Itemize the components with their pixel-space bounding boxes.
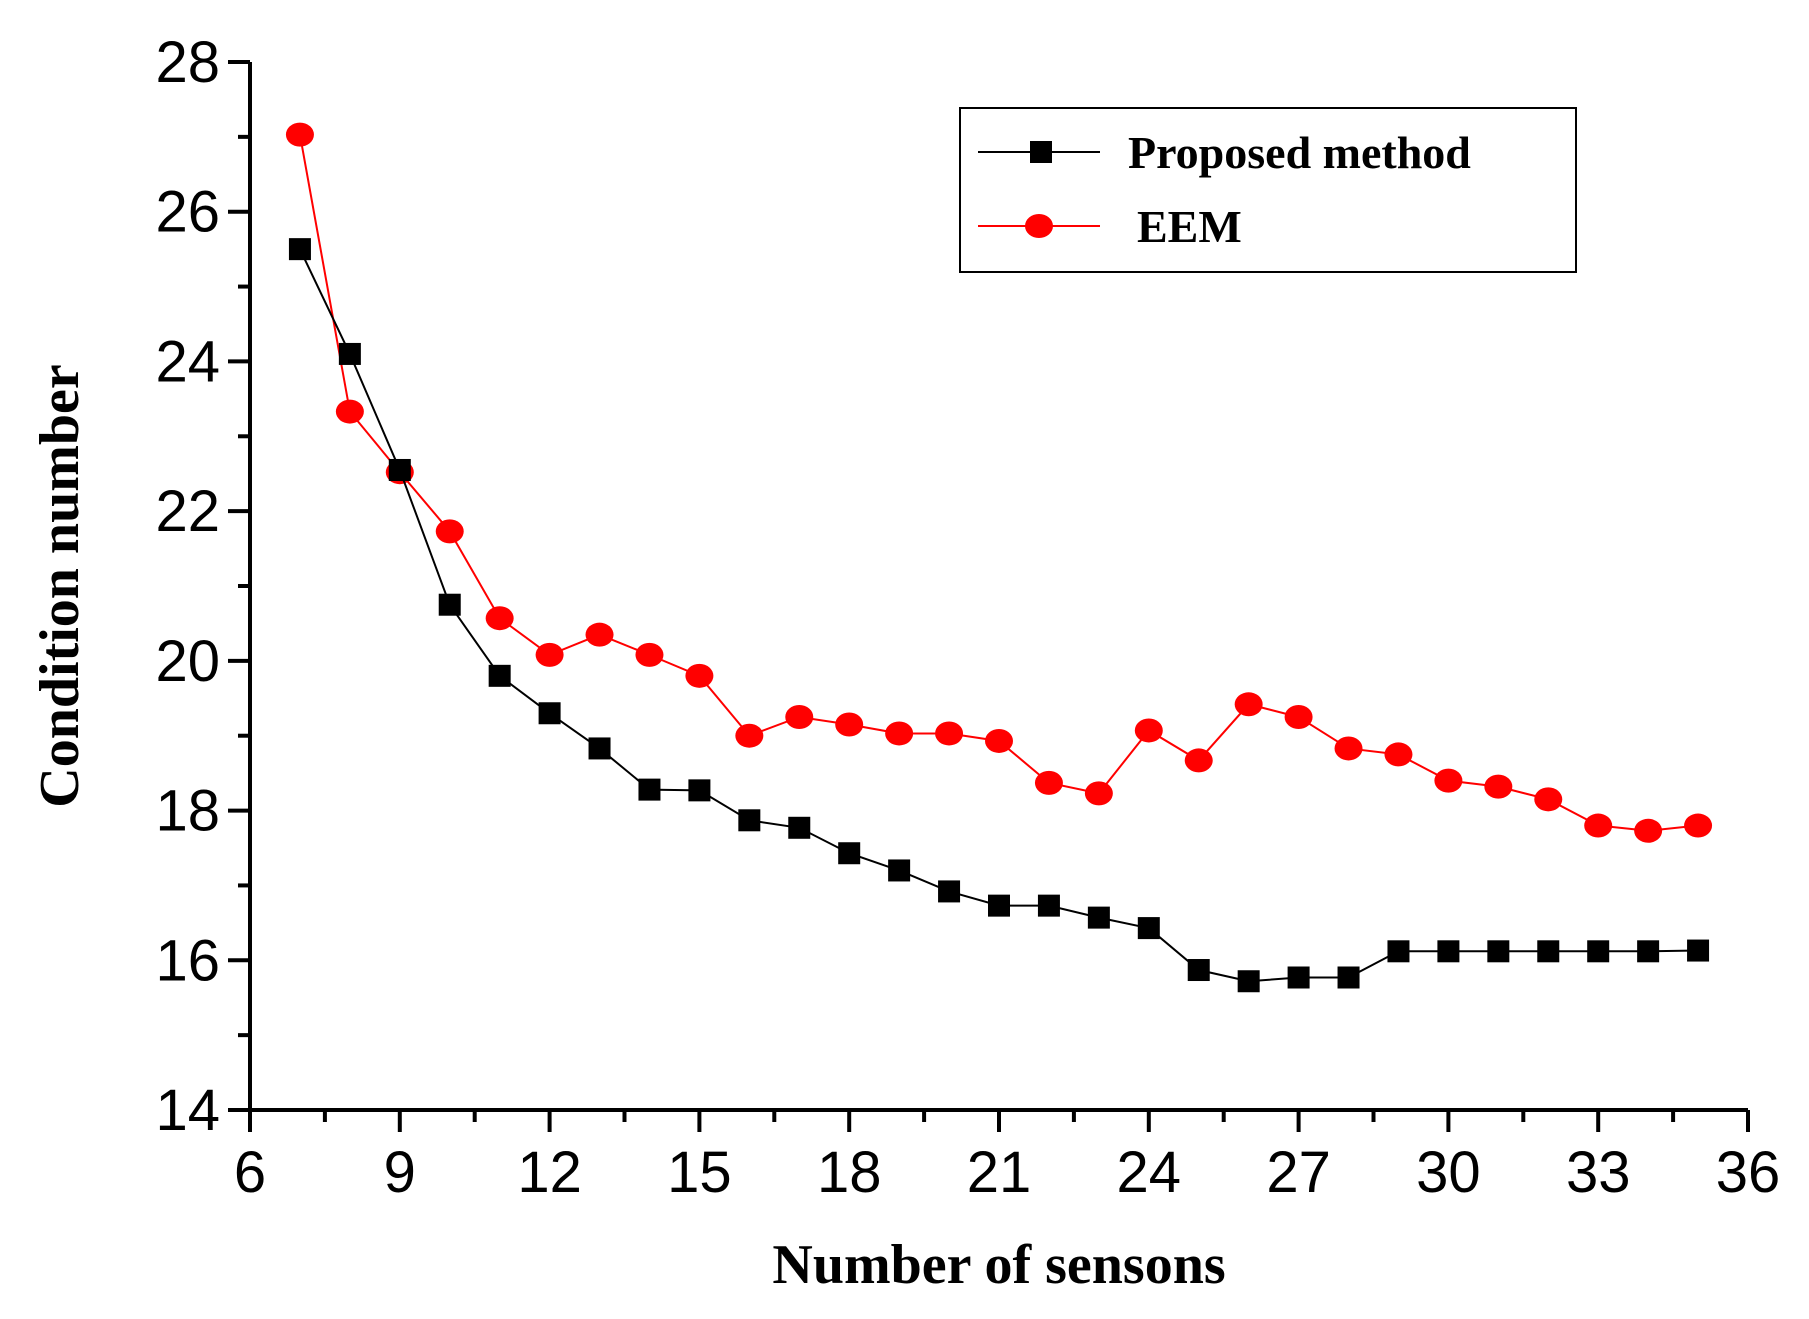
x-tick-label: 9 [384, 1140, 416, 1205]
legend-marker-proposed [1030, 141, 1052, 163]
data-point-eem [535, 642, 564, 667]
data-point-proposed [788, 816, 811, 839]
data-point-proposed [1287, 966, 1310, 989]
data-point-proposed [1037, 894, 1060, 917]
y-tick-label: 22 [155, 479, 220, 544]
data-point-proposed [488, 664, 511, 687]
x-tick-label: 15 [667, 1140, 732, 1205]
data-point-eem [435, 519, 464, 544]
data-point-eem [1184, 748, 1213, 773]
data-point-proposed [1537, 940, 1560, 963]
y-axis-title: Condition number [29, 364, 91, 807]
data-point-proposed [338, 342, 361, 365]
series-proposed-method [288, 238, 1710, 993]
data-point-proposed [388, 458, 411, 481]
data-point-proposed [1387, 940, 1410, 963]
axis-ticks: 14 16 18 20 22 24 26 28 6 9 12 15 18 21 24 27 30 33 36 [155, 30, 1780, 1205]
data-point-proposed [288, 238, 311, 261]
data-point-eem [1284, 705, 1313, 729]
x-tick-label: 24 [1117, 1140, 1182, 1205]
data-point-proposed [888, 859, 911, 882]
data-point-eem [1634, 818, 1663, 843]
x-tick-label: 36 [1716, 1140, 1781, 1205]
data-point-proposed [1137, 917, 1160, 940]
data-point-eem [835, 712, 864, 737]
data-point-eem [1084, 781, 1113, 806]
data-point-eem [635, 642, 664, 667]
data-point-eem [935, 721, 964, 746]
data-point-proposed [1587, 940, 1610, 963]
data-point-eem [1034, 770, 1063, 795]
legend-marker-eem [1025, 214, 1053, 238]
data-series [285, 122, 1713, 993]
data-point-proposed [988, 894, 1010, 917]
data-point-proposed [1187, 959, 1210, 982]
data-point-proposed [838, 842, 861, 865]
y-tick-label: 20 [155, 629, 220, 694]
y-tick-label: 18 [155, 779, 220, 844]
data-point-eem [1384, 742, 1413, 767]
data-point-eem [1484, 774, 1513, 799]
x-tick-label: 6 [234, 1140, 266, 1205]
data-point-eem [685, 663, 714, 688]
data-point-proposed [738, 809, 761, 832]
data-point-proposed [1637, 940, 1660, 963]
data-point-eem [735, 723, 764, 748]
data-point-eem [285, 122, 314, 147]
data-point-eem [1234, 692, 1263, 717]
data-point-proposed [638, 778, 661, 801]
data-point-proposed [438, 593, 461, 616]
data-point-proposed [1087, 906, 1110, 929]
data-point-eem [335, 399, 364, 424]
y-tick-label: 26 [155, 180, 220, 245]
data-point-eem [1334, 736, 1363, 761]
x-tick-label: 12 [517, 1140, 582, 1205]
y-tick-label: 28 [155, 30, 220, 95]
data-point-eem [1434, 768, 1463, 793]
legend-label-proposed: Proposed method [1128, 127, 1471, 178]
data-point-proposed [1437, 940, 1460, 963]
data-point-proposed [1337, 966, 1360, 989]
data-point-eem [485, 606, 514, 631]
x-tick-label: 18 [817, 1140, 882, 1205]
series-eem [285, 122, 1713, 843]
data-point-eem [1584, 813, 1613, 838]
data-point-proposed [938, 880, 961, 903]
data-point-proposed [688, 779, 711, 802]
data-point-proposed [1687, 939, 1710, 962]
data-point-proposed [1237, 970, 1260, 993]
data-point-eem [1684, 813, 1713, 838]
x-tick-label: 30 [1416, 1140, 1481, 1205]
y-tick-label: 24 [155, 329, 220, 394]
y-tick-label: 16 [155, 928, 220, 993]
y-tick-label: 14 [155, 1078, 220, 1143]
data-point-proposed [538, 702, 561, 725]
data-point-eem [1534, 787, 1563, 812]
data-point-eem [785, 705, 814, 729]
legend: Proposed method EEM [959, 107, 1577, 273]
legend-label-eem: EEM [1137, 201, 1242, 252]
data-point-eem [1134, 718, 1163, 743]
data-point-proposed [588, 737, 611, 760]
legend-box [959, 107, 1577, 273]
data-point-eem [985, 728, 1013, 753]
x-tick-label: 27 [1266, 1140, 1331, 1205]
data-point-eem [885, 721, 914, 746]
x-axis-title: Number of sensons [772, 1234, 1225, 1296]
data-point-proposed [1487, 940, 1510, 963]
x-tick-label: 33 [1566, 1140, 1631, 1205]
data-point-eem [585, 622, 614, 647]
x-tick-label: 21 [967, 1140, 1032, 1205]
